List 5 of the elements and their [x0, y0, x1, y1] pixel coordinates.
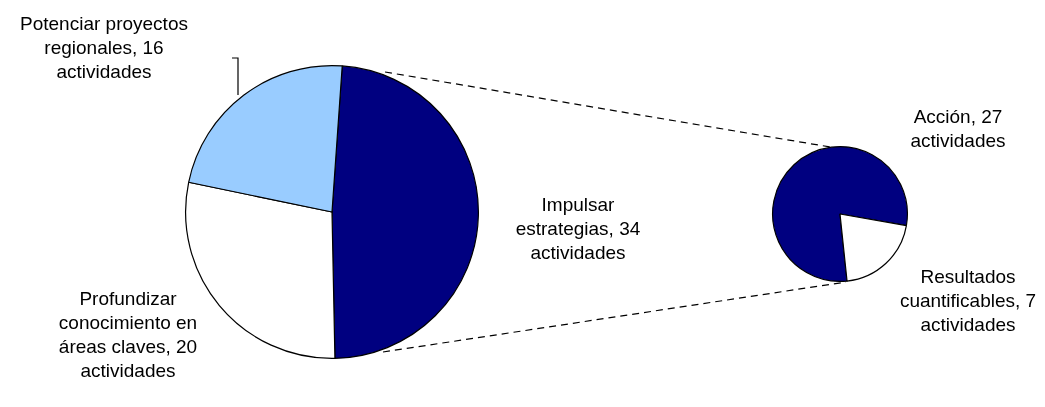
slice-label: Impulsar estrategias, 34 actividades: [514, 193, 642, 265]
slice-label: Resultados cuantificables, 7 actividades: [898, 265, 1038, 337]
slice-label: Profundizar conocimiento en áreas claves, 20 actividades: [57, 287, 199, 383]
slice-label: Potenciar proyectos regionales, 16 actividades: [19, 12, 189, 84]
slice-label: Acción, 27 actividades: [909, 105, 1007, 153]
